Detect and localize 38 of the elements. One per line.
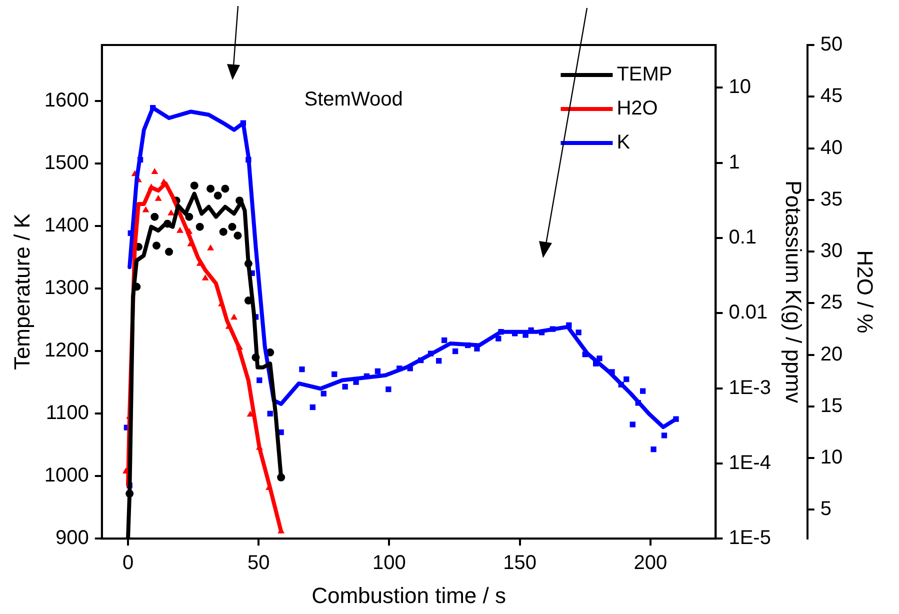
y-tick-label: 1300 <box>44 277 89 300</box>
y2-tick-label: 1 <box>728 151 740 174</box>
x-axis-title: Combustion time / s <box>312 582 506 608</box>
y-tick-label: 1100 <box>46 402 89 424</box>
x-tick-label: 0 <box>122 552 134 574</box>
annotation: StemWood <box>304 88 403 111</box>
y3-tick-label: 40 <box>820 136 843 159</box>
y2-tick-label: 0.01 <box>728 302 768 324</box>
y-tick-label: 1400 <box>44 214 89 237</box>
y3-tick-label: 10 <box>820 446 843 469</box>
x-tick-label: 100 <box>372 552 406 574</box>
y-tick-label: 1500 <box>44 152 89 174</box>
y-tick-label: 1600 <box>44 90 89 112</box>
x-tick-label: 50 <box>247 552 270 574</box>
legend-label: K <box>616 132 631 154</box>
x-tick-label: 200 <box>634 552 668 574</box>
y3-tick-label: 5 <box>820 498 832 520</box>
y3-tick-label: 15 <box>820 394 843 417</box>
y3-axis-title: H2O / % <box>852 250 878 334</box>
y3-tick-label: 45 <box>820 85 843 108</box>
y2-tick-label: 0.1 <box>728 226 757 249</box>
y2-tick-label: 1E-4 <box>728 452 771 474</box>
y-tick-label: 900 <box>56 527 89 550</box>
y-axis-title: Temperature / K <box>9 213 34 370</box>
y-tick-label: 1200 <box>44 340 89 362</box>
legend-label: TEMP <box>616 64 672 86</box>
y3-tick-label: 50 <box>820 34 843 56</box>
y3-tick-label: 20 <box>820 343 843 366</box>
y2-tick-label: 1E-5 <box>728 527 771 550</box>
y2-axis-title: Potassium K(g) / ppmv <box>781 180 806 404</box>
y3-tick-label: 25 <box>820 292 843 314</box>
y2-tick-label: 1E-3 <box>728 376 771 399</box>
y3-tick-label: 30 <box>820 240 843 262</box>
y3-tick-label: 35 <box>820 188 843 210</box>
x-tick-label: 150 <box>503 552 536 574</box>
y2-tick-label: 10 <box>728 76 751 98</box>
y-tick-label: 1000 <box>44 464 89 487</box>
legend-label: H2O <box>616 98 658 120</box>
